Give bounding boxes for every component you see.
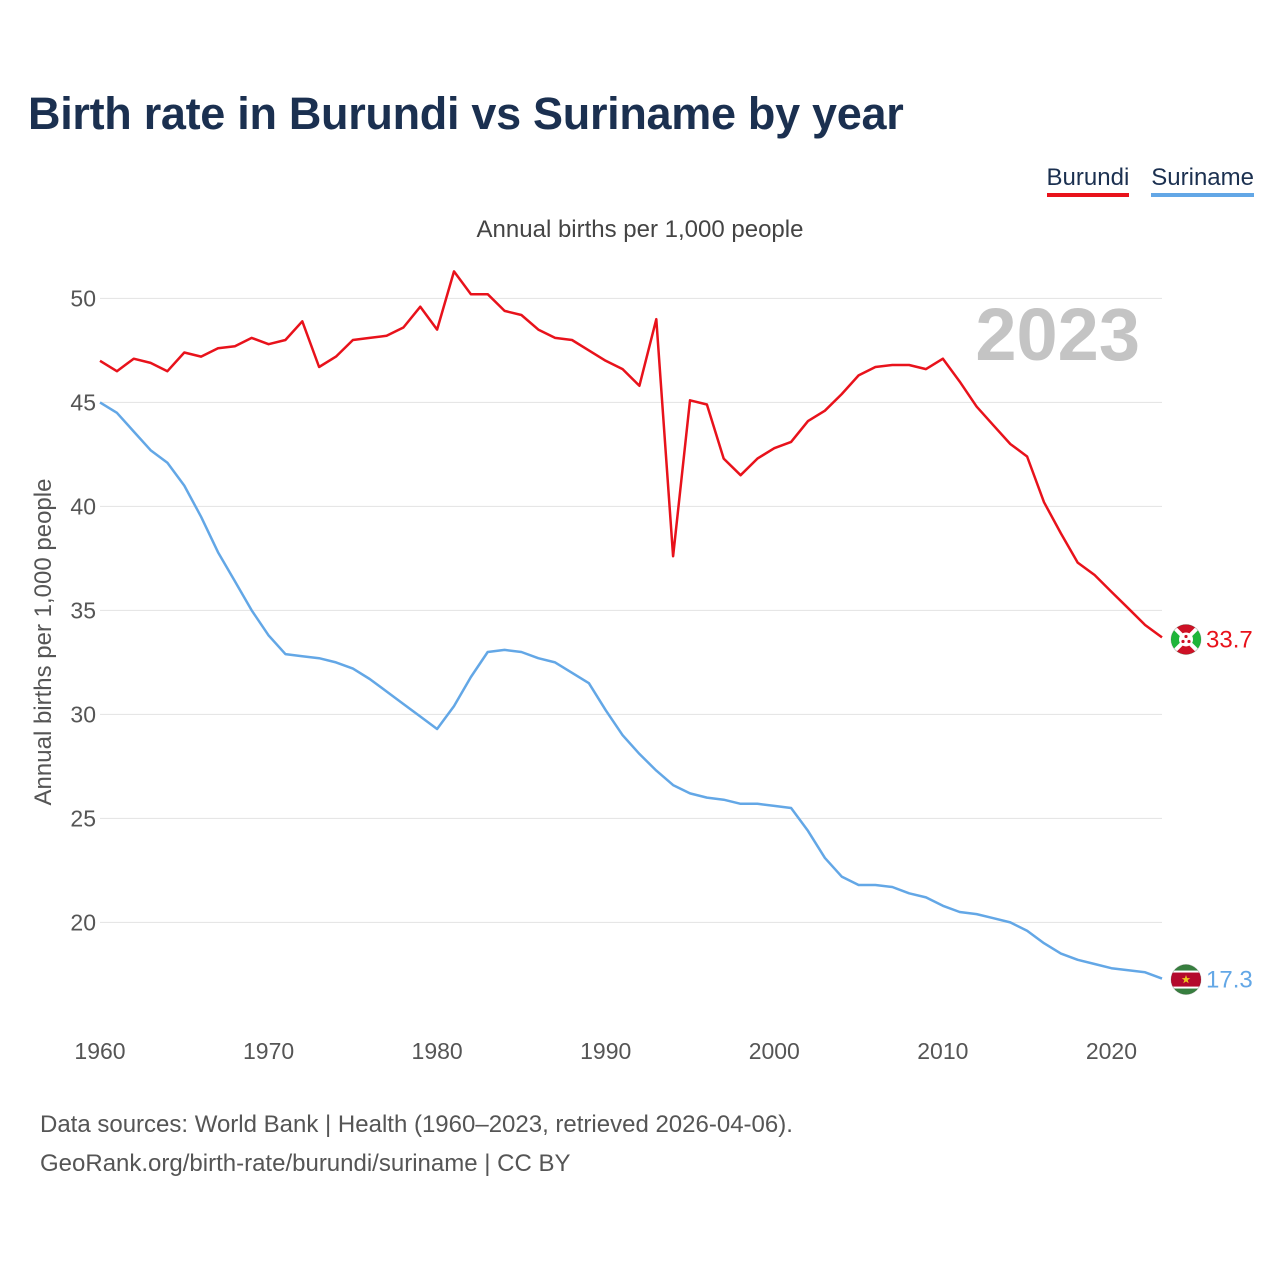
x-tick-label: 1990 bbox=[580, 1038, 631, 1064]
end-value-label-suriname: 17.3 bbox=[1206, 967, 1253, 994]
year-label: 2023 bbox=[975, 293, 1140, 376]
end-value-label-burundi: 33.7 bbox=[1206, 626, 1253, 653]
y-tick-label: 40 bbox=[70, 493, 96, 519]
y-tick-label: 20 bbox=[70, 909, 96, 935]
x-tick-label: 2020 bbox=[1086, 1038, 1137, 1064]
series-line-burundi bbox=[99, 270, 1163, 639]
page-title: Birth rate in Burundi vs Suriname by yea… bbox=[28, 88, 904, 139]
x-tick-label: 1970 bbox=[243, 1038, 294, 1064]
source-note: Data sources: World Bank | Health (1960–… bbox=[40, 1111, 793, 1138]
source-link[interactable]: GeoRank.org/birth-rate/burundi/suriname … bbox=[40, 1150, 571, 1177]
x-tick-label: 2010 bbox=[917, 1038, 968, 1064]
chart-subtitle: Annual births per 1,000 people bbox=[476, 216, 804, 243]
x-tick-label: 1960 bbox=[74, 1038, 125, 1064]
y-tick-label: 30 bbox=[70, 701, 96, 727]
footer: Data sources: World Bank | Health (1960–… bbox=[40, 1105, 793, 1183]
y-tick-label: 25 bbox=[70, 805, 96, 831]
legend-item-suriname[interactable]: Suriname bbox=[1151, 164, 1254, 197]
legend: Burundi Suriname bbox=[1046, 164, 1254, 197]
y-axis-label: Annual births per 1,000 people bbox=[30, 479, 57, 806]
flag-icon-burundi bbox=[1170, 623, 1202, 655]
legend-item-burundi[interactable]: Burundi bbox=[1046, 164, 1130, 197]
y-tick-label: 45 bbox=[70, 389, 96, 415]
flag-icon-suriname bbox=[1170, 964, 1202, 996]
y-tick-label: 35 bbox=[70, 597, 96, 623]
y-tick-label: 50 bbox=[70, 285, 96, 311]
x-tick-label: 2000 bbox=[749, 1038, 800, 1064]
series-line-suriname bbox=[99, 401, 1163, 980]
x-tick-label: 1980 bbox=[412, 1038, 463, 1064]
